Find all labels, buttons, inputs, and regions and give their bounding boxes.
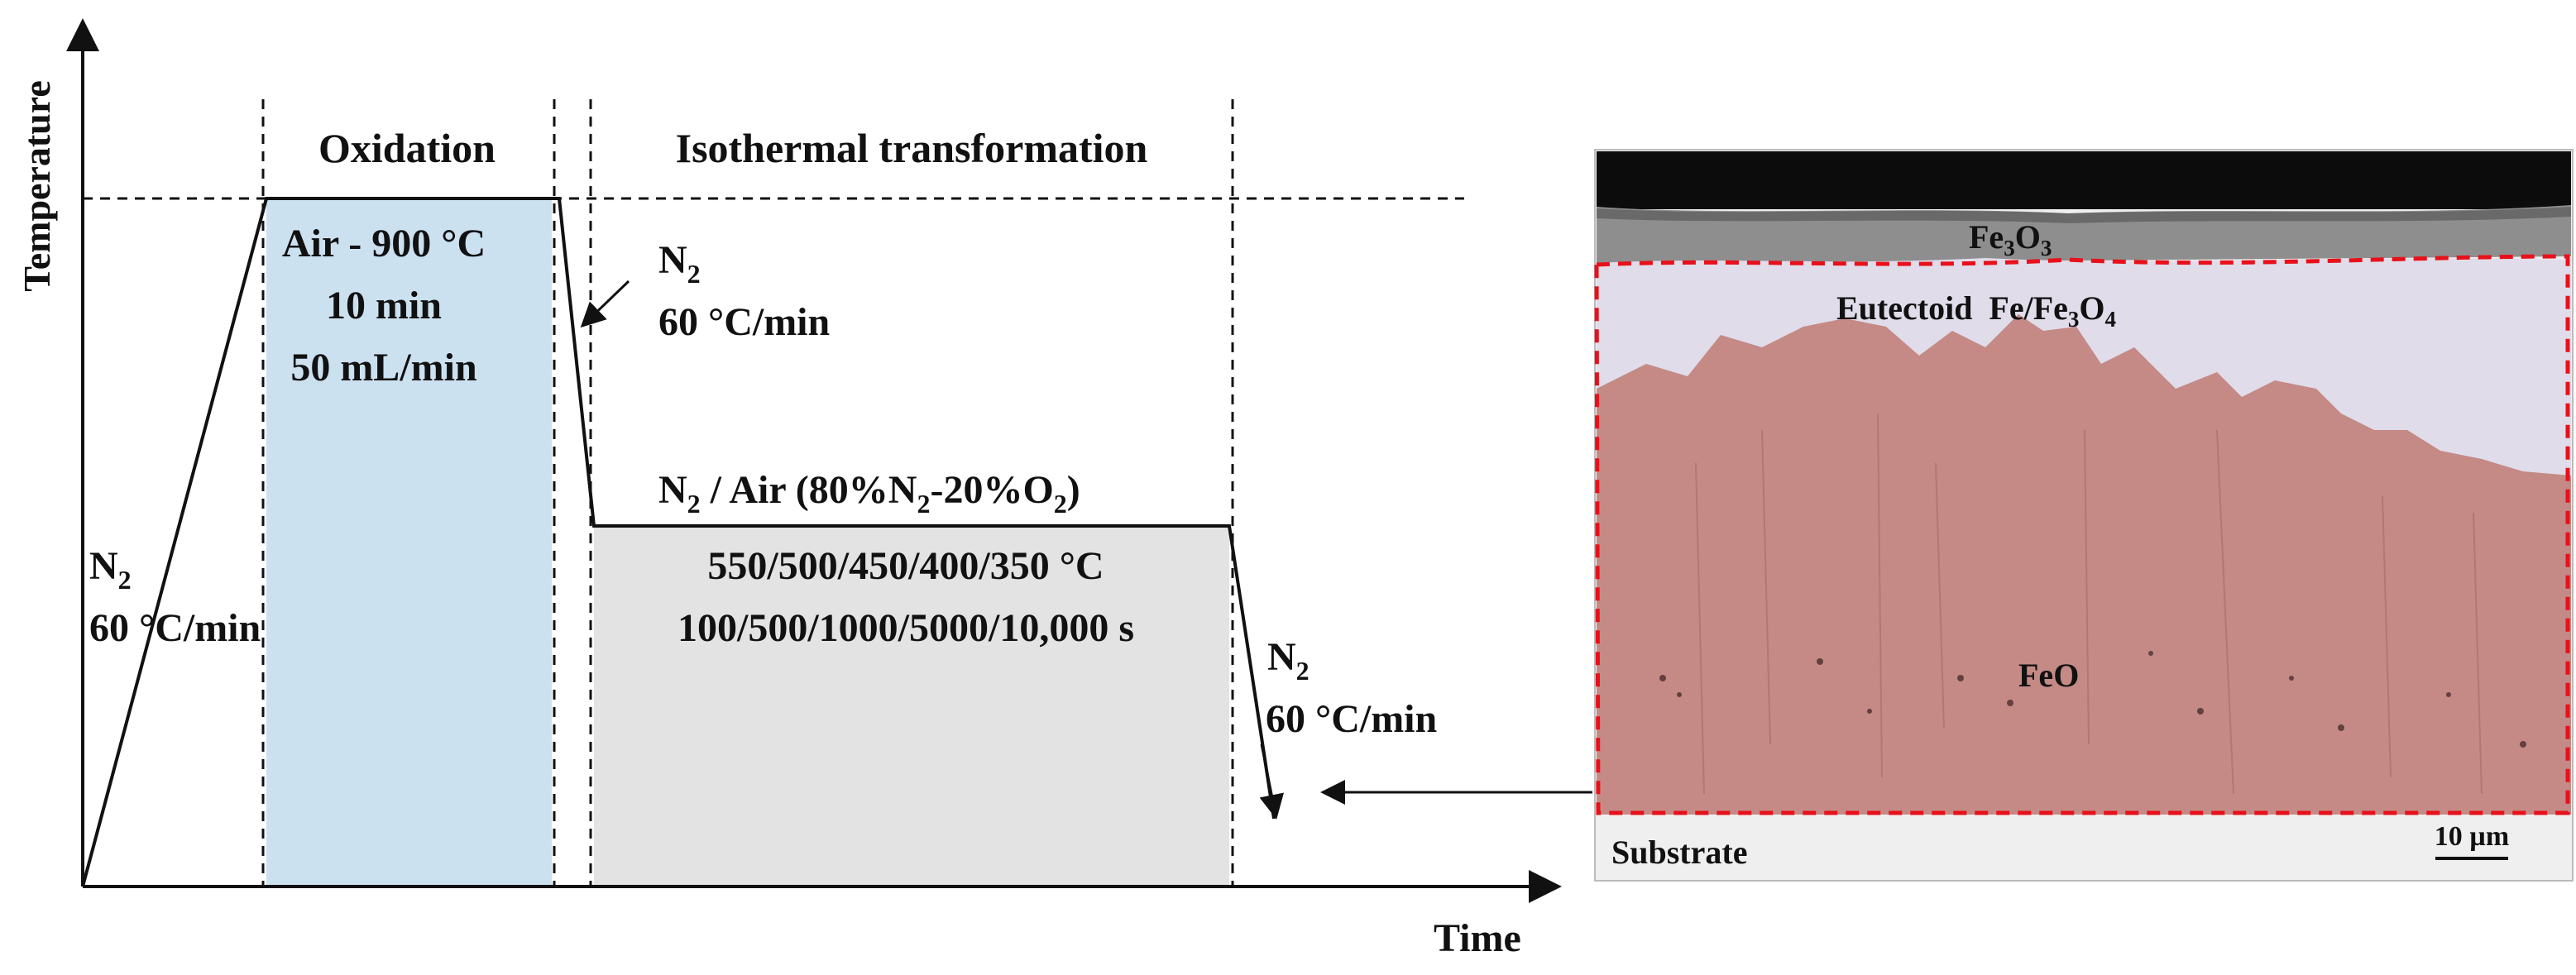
label-fe2o3-layer: Fe3O3 <box>1969 218 2052 260</box>
heating-rate-label: 60 °C/min <box>89 606 261 650</box>
top-oxide-dark-band <box>1597 207 2571 223</box>
y-axis-label: Temperature <box>16 80 58 292</box>
temperature-profile <box>81 197 1276 887</box>
schedule-plot: Temperature Time Oxidation Isothermal tr… <box>16 18 1592 960</box>
isothermal-atmosphere: N2 / Air (80%N2-20%O2) <box>658 468 1080 519</box>
label-substrate: Substrate <box>1611 834 1747 871</box>
substrate-layer <box>1597 815 2571 879</box>
feo-texture <box>1695 413 2483 795</box>
isothermal-title: Isothermal transformation <box>676 125 1148 171</box>
oxidation-condition-line2: 10 min <box>326 284 442 327</box>
feo-layer <box>1597 314 2571 815</box>
isothermal-times: 100/500/1000/5000/10,000 s <box>678 606 1134 650</box>
final-cooling-rate-label: 60 °C/min <box>1266 697 1437 741</box>
label-feo-layer: FeO <box>2018 657 2079 694</box>
micrograph: Fe3O3 Eutectoid Fe/Fe3O4 FeO Substrate 1… <box>1594 149 2574 882</box>
isothermal-temperatures: 550/500/450/400/350 °C <box>707 544 1104 588</box>
oxidation-region <box>266 198 552 887</box>
oxidation-condition-line1: Air - 900 °C <box>282 222 486 265</box>
x-axis-label: Time <box>1434 916 1521 960</box>
scale-boundary <box>1594 254 2570 815</box>
oxidation-condition-line3: 50 mL/min <box>290 346 476 390</box>
final-cooling-gas-label: N2 <box>1267 635 1310 686</box>
cooling-gas-label: N2 <box>658 238 701 289</box>
isothermal-region <box>594 526 1229 887</box>
final-cooling-arrow <box>1259 743 1285 820</box>
mounting-resin <box>1597 151 2571 209</box>
heating-gas-label: N2 <box>89 544 132 595</box>
oxidation-title: Oxidation <box>318 125 496 171</box>
scale-bar-label: 10 µm <box>2435 821 2509 852</box>
label-eutectoid-layer: Eutectoid Fe/Fe3O4 <box>1836 289 2116 332</box>
feo-pores <box>1659 651 2526 748</box>
cooling-pointer-arrow <box>580 280 630 328</box>
cooling-rate-label: 60 °C/min <box>658 300 830 344</box>
